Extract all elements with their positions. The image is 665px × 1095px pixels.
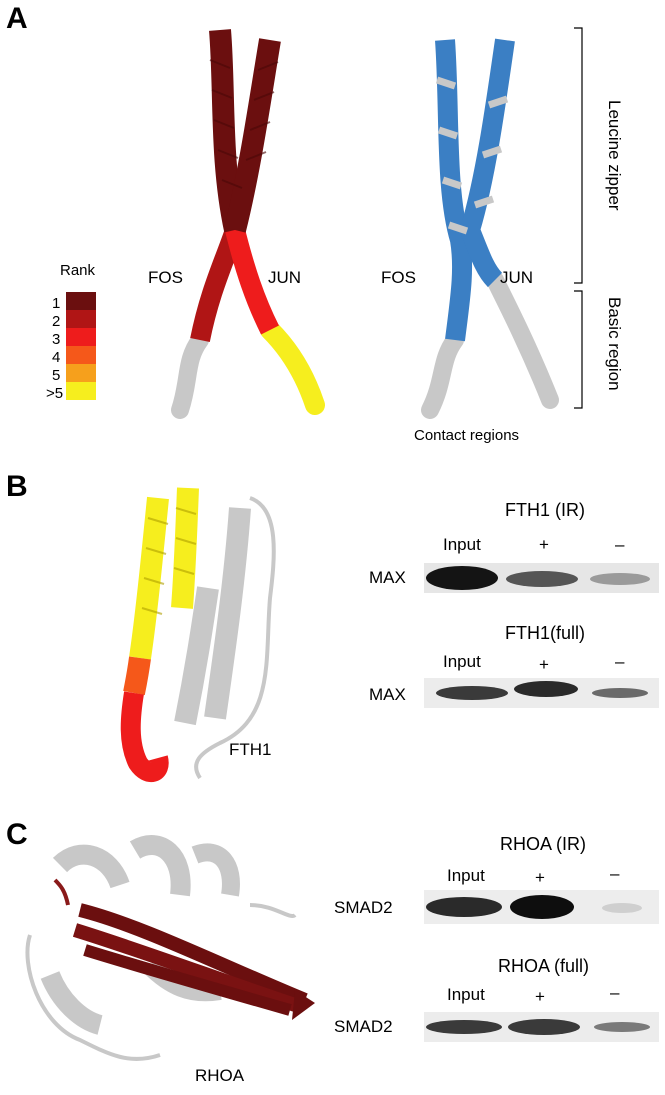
leucine-zipper-label: Leucine zipper xyxy=(605,100,624,211)
band-input xyxy=(426,1020,502,1034)
fth1-structure xyxy=(120,487,276,782)
fth1-ir-blot-title: FTH1 (IR) xyxy=(505,500,585,520)
fth1-helix-orange xyxy=(123,656,151,696)
band-input xyxy=(436,686,508,700)
band-minus xyxy=(594,1022,650,1032)
fth1-loop xyxy=(194,496,276,780)
rank-label-gt5: >5 xyxy=(46,385,64,402)
fth1-full-row-label: MAX xyxy=(369,685,406,704)
fth1-full-lane-minus: – xyxy=(615,652,625,671)
jun-helix-contact xyxy=(459,38,515,288)
jun-helix-gray-lower xyxy=(486,271,559,409)
jun-helix-rank3 xyxy=(225,227,279,335)
rhoa-full-lane-minus: – xyxy=(610,983,620,1002)
rhoa-strand-arrow xyxy=(292,990,315,1020)
rhoa-ir-lane-plus: + xyxy=(535,868,545,887)
fth1-ir-row-label: MAX xyxy=(369,568,406,587)
rhoa-structure-label: RHOA xyxy=(195,1066,245,1085)
fos-helix-gray xyxy=(171,331,209,419)
contact-regions-caption: Contact regions xyxy=(414,427,520,444)
fth1-full-blot xyxy=(424,678,659,708)
jun-helix-rank1 xyxy=(224,38,281,233)
band-input xyxy=(426,566,498,590)
basic-region-bracket xyxy=(574,290,583,409)
rank-swatch-2 xyxy=(66,310,96,328)
rank-legend-title: Rank xyxy=(60,262,96,279)
panel-c-letter: C xyxy=(6,818,28,851)
rank-label-1: 1 xyxy=(52,295,61,312)
band-plus xyxy=(506,571,578,587)
rhoa-structure xyxy=(25,835,315,1062)
panel-b-letter: B xyxy=(6,470,28,503)
rhoa-full-row-label: SMAD2 xyxy=(334,1017,393,1036)
rhoa-full-blot-title: RHOA (full) xyxy=(498,956,590,976)
jun-label-right: JUN xyxy=(500,268,534,287)
rank-swatch-1 xyxy=(66,292,96,310)
rank-swatch-5 xyxy=(66,364,96,382)
jun-label-left: JUN xyxy=(268,268,302,287)
panel-a-letter: A xyxy=(6,2,28,35)
rank-label-3: 3 xyxy=(52,331,61,348)
fth1-structure-label: FTH1 xyxy=(229,740,272,759)
fos-label-right: FOS xyxy=(381,268,416,287)
band-plus xyxy=(510,895,574,919)
rhoa-ir-blot-title: RHOA (IR) xyxy=(500,834,587,854)
fth1-helix-red xyxy=(120,691,169,782)
basic-region-label: Basic region xyxy=(605,297,624,391)
fth1-ir-lane-minus: – xyxy=(615,535,625,554)
fth1-helix-gray-2 xyxy=(174,586,219,726)
rhoa-ir-blot xyxy=(424,890,659,924)
fth1-ir-lane-input: Input xyxy=(443,535,481,554)
jun-helix-yellow xyxy=(260,320,325,415)
fth1-full-lane-input: Input xyxy=(443,652,481,671)
domain-brackets xyxy=(574,27,583,409)
band-plus xyxy=(514,681,578,697)
leucine-zipper-bracket xyxy=(574,27,583,284)
fos-label-left: FOS xyxy=(148,268,183,287)
fth1-ir-lane-plus: + xyxy=(539,535,549,554)
fos-jun-contact-structure xyxy=(421,38,559,419)
band-plus xyxy=(508,1019,580,1035)
rhoa-strand-2 xyxy=(72,923,298,1012)
rhoa-full-lane-plus: + xyxy=(535,987,545,1006)
rank-label-5: 5 xyxy=(52,367,61,384)
rhoa-ir-row-label: SMAD2 xyxy=(334,898,393,917)
rhoa-full-lane-input: Input xyxy=(447,985,485,1004)
rhoa-full-blot xyxy=(424,1012,659,1042)
rank-swatch-4 xyxy=(66,346,96,364)
fth1-full-lane-plus: + xyxy=(539,655,549,674)
fth1-helix-gray-1 xyxy=(204,507,251,720)
rhoa-strand-1 xyxy=(78,903,308,1007)
rank-label-2: 2 xyxy=(52,313,61,330)
rank-label-4: 4 xyxy=(52,349,61,366)
fth1-full-blot-title: FTH1(full) xyxy=(505,623,585,643)
band-minus xyxy=(602,903,642,913)
rhoa-ir-lane-minus: – xyxy=(610,864,620,883)
band-minus xyxy=(590,573,650,585)
fth1-ir-blot xyxy=(424,563,659,593)
fth1-helix-yellow-right xyxy=(171,487,199,609)
band-input xyxy=(426,897,502,917)
rank-swatch-gt5 xyxy=(66,382,96,400)
fth1-helix-yellow-left xyxy=(129,496,169,660)
rhoa-strand-3 xyxy=(83,944,292,1016)
fos-jun-rank-structure xyxy=(171,29,325,419)
rhoa-ir-lane-input: Input xyxy=(447,866,485,885)
band-minus xyxy=(592,688,648,698)
fos-helix-gray-lower xyxy=(421,331,464,419)
rank-swatch-3 xyxy=(66,328,96,346)
